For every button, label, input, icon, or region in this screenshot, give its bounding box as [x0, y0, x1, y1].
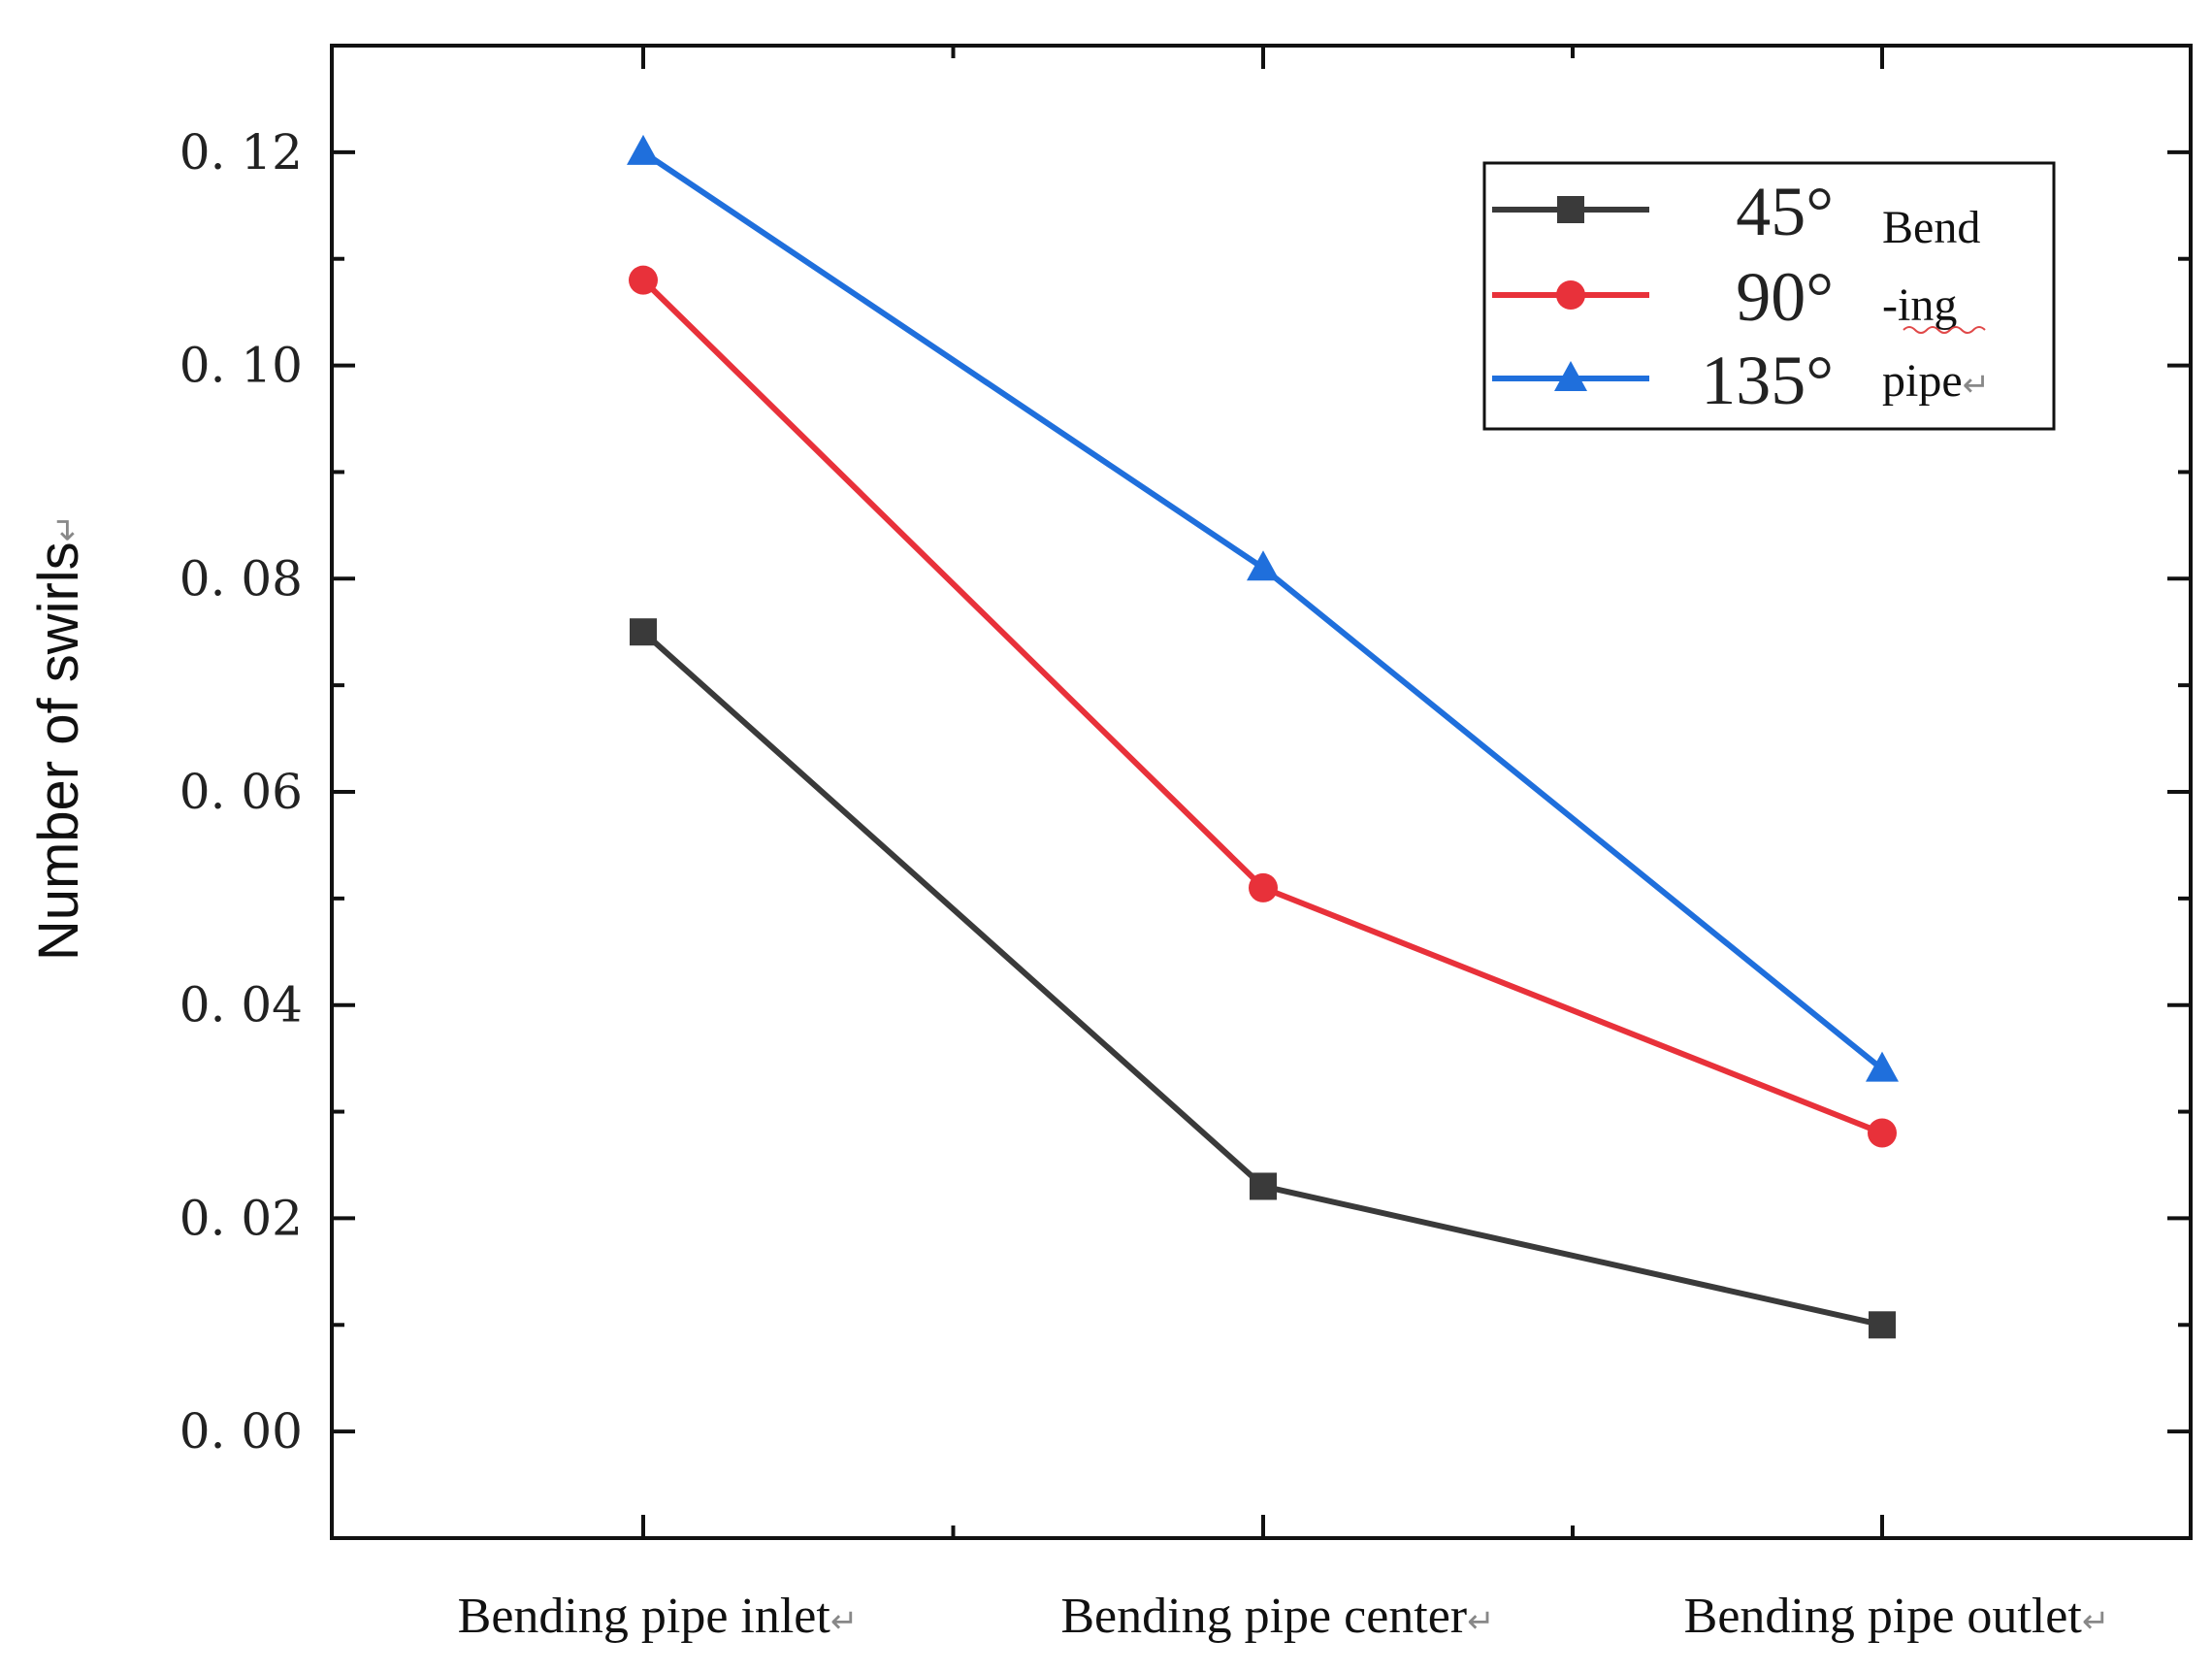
return-mark: ↵ [1467, 1602, 1495, 1641]
y-tick-label: 0. 10 [179, 338, 303, 394]
x-tick-label: Bending pipe outlet↵ [1684, 1589, 2110, 1644]
y-tick-label: 0. 00 [179, 1403, 303, 1460]
data-point [1869, 1311, 1896, 1339]
legend-marker [1554, 361, 1587, 391]
return-mark: ↵ [830, 1602, 859, 1641]
y-tick-label: 0. 08 [179, 550, 303, 607]
legend-entry-label: 90° [1736, 258, 1834, 336]
y-axis-label: Number of swirls↵ [27, 514, 90, 961]
data-point [630, 618, 657, 646]
series-layer [627, 134, 1899, 1339]
x-tick-label: Bending pipe inlet↵ [458, 1589, 859, 1644]
legend-marker [1556, 280, 1585, 310]
legend-entry-label: 135° [1701, 342, 1834, 419]
legend-marker [1557, 196, 1584, 223]
data-point [629, 265, 658, 295]
data-point [1249, 872, 1278, 902]
series-3 [627, 134, 1899, 1082]
data-point [627, 134, 660, 165]
return-mark: ↵ [2082, 1602, 2110, 1641]
data-point [1866, 1051, 1899, 1082]
legend-group-label: Bend [1882, 202, 1980, 253]
y-tick-label: 0. 12 [179, 124, 303, 180]
x-tick-label: Bending pipe center↵ [1060, 1589, 1494, 1644]
data-point [1247, 550, 1280, 581]
data-point [1250, 1172, 1277, 1200]
return-mark: ↵ [48, 514, 86, 542]
spellcheck-squiggle [1903, 326, 1986, 334]
y-ticks: 0. 00 0. 02 0. 04 0. 06 0. 08 0. 10 0. 12 [179, 44, 2191, 1460]
legend-entry-label: 45° [1736, 173, 1834, 250]
return-mark: ↵ [1963, 366, 1991, 405]
x-ticks: Bending pipe inlet↵ Bending pipe center↵ B… [458, 46, 2110, 1644]
data-point [1868, 1118, 1897, 1148]
series-1 [630, 618, 1896, 1339]
y-tick-label: 0. 02 [179, 1190, 303, 1246]
y-tick-label: 0. 04 [179, 977, 303, 1033]
series-line [641, 629, 1883, 1329]
legend-group-label: -ing [1882, 279, 1957, 331]
series-2 [629, 265, 1897, 1148]
y-tick-label: 0. 06 [179, 764, 303, 820]
